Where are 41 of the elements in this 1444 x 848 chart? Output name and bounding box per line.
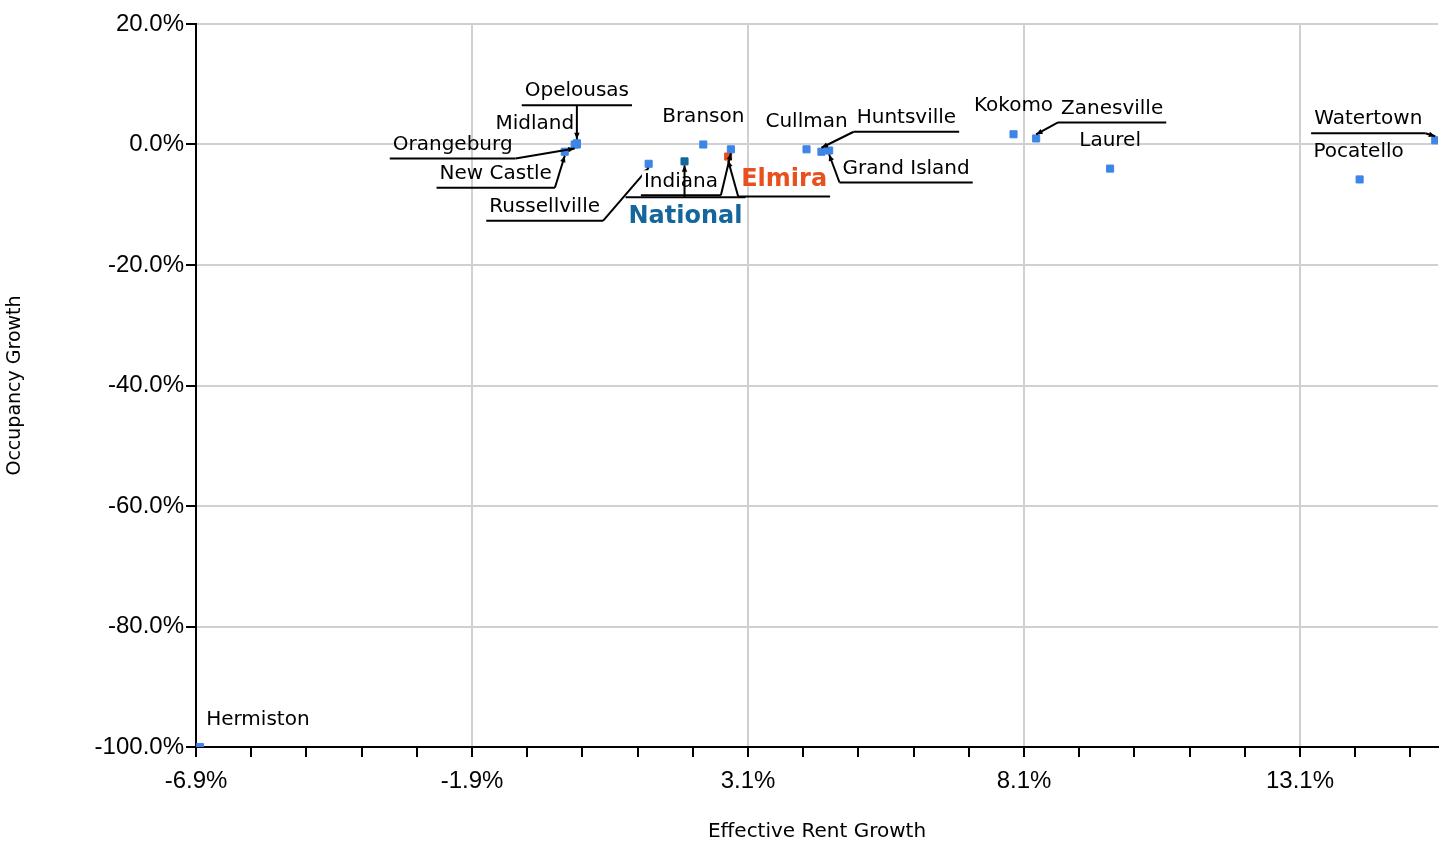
text: National — [628, 200, 743, 229]
y-tick-label: -80.0% — [107, 611, 184, 639]
annotation: Zanesville — [1061, 94, 1164, 119]
annotation: Pocatello — [1313, 137, 1404, 162]
y-tick-label: -60.0% — [107, 490, 184, 518]
annotation: Laurel — [1079, 126, 1141, 151]
series-label: Elmira — [741, 163, 828, 192]
y-tick-label: -100.0% — [94, 731, 184, 759]
y-axis-title: Occupancy Growth — [2, 295, 25, 476]
x-tick-label: -1.9% — [440, 766, 504, 794]
point — [825, 146, 834, 155]
y-tick-label: 0.0% — [129, 129, 184, 157]
point — [1355, 175, 1364, 184]
x-tick-label: 8.1% — [996, 766, 1052, 794]
point — [680, 157, 689, 166]
x-tick-label: 3.1% — [720, 766, 776, 794]
annotation: Kokomo — [973, 92, 1054, 117]
annotation: Hermiston — [206, 706, 310, 731]
y-tick-label: 20.0% — [115, 8, 184, 36]
point — [802, 145, 811, 154]
x-tick-label: -6.9% — [164, 766, 228, 794]
y-tick-label: -40.0% — [107, 370, 184, 398]
y-tick-label: -20.0% — [107, 249, 184, 277]
point — [726, 145, 735, 154]
point — [699, 140, 708, 149]
point — [644, 159, 653, 168]
annotation: Cullman — [765, 107, 848, 132]
point — [1009, 130, 1018, 139]
point — [817, 147, 826, 156]
annotation: Opelousas — [524, 77, 630, 102]
annotation: Watertown — [1314, 105, 1423, 130]
annotation: Russellville — [489, 192, 601, 217]
annotation: New Castle — [439, 159, 552, 184]
x-axis-title: Effective Rent Growth — [707, 818, 927, 843]
point — [1032, 134, 1041, 143]
annotation: Huntsville — [856, 103, 957, 128]
x-tick-label: 13.1% — [1265, 766, 1335, 794]
annotation: Branson — [662, 102, 745, 127]
point — [1431, 136, 1438, 145]
annotation: Grand Island — [842, 154, 970, 179]
point — [1106, 164, 1115, 173]
